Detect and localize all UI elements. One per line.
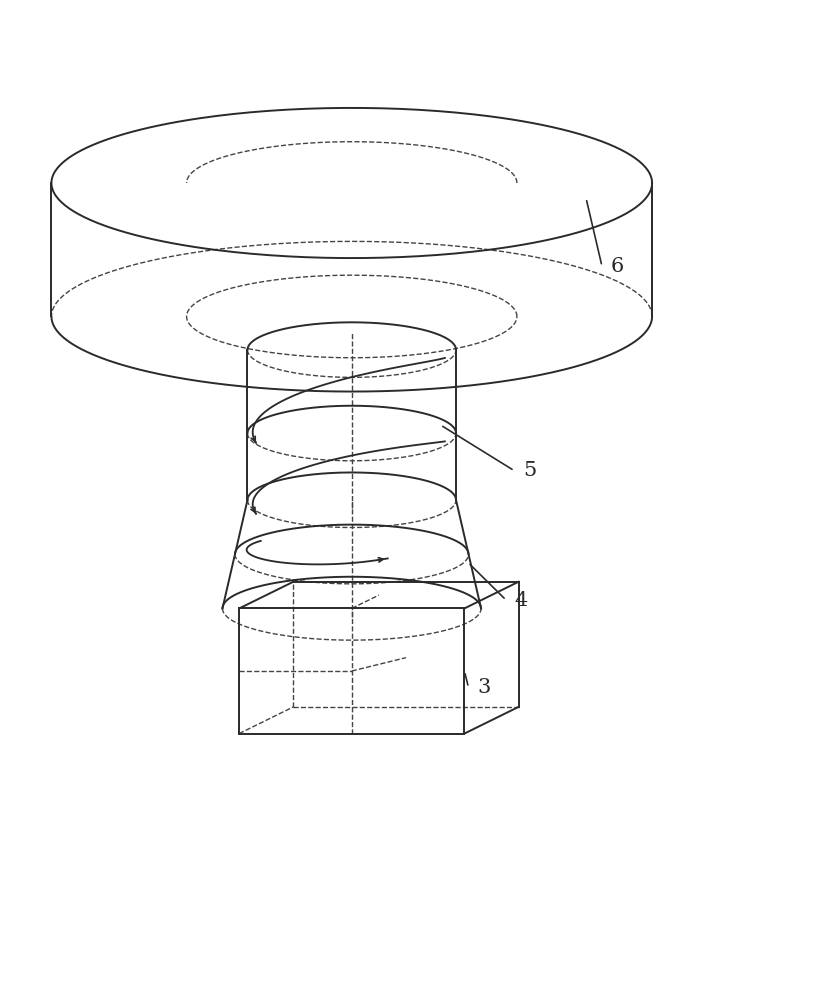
- Text: 5: 5: [522, 461, 535, 480]
- Text: 4: 4: [514, 591, 527, 610]
- Text: 6: 6: [609, 257, 623, 276]
- Text: 3: 3: [477, 678, 490, 697]
